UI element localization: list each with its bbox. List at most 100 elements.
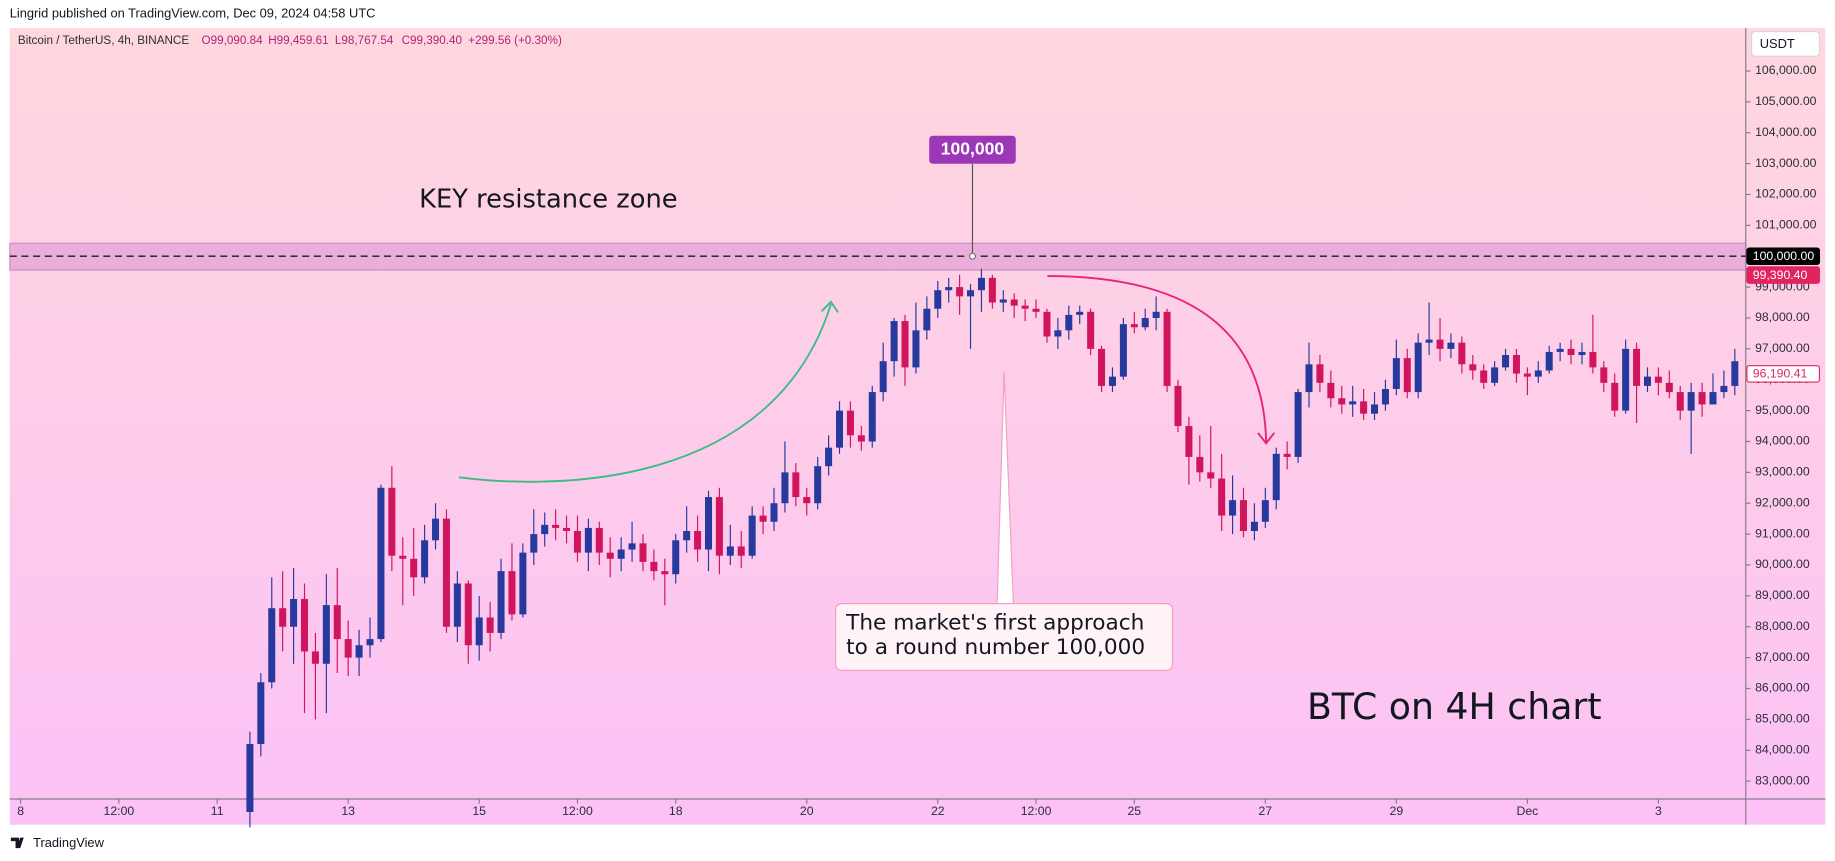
candle-body	[1250, 521, 1258, 532]
candle-body	[1119, 324, 1127, 377]
candle-body	[290, 598, 298, 627]
candle-body	[366, 639, 374, 646]
candle-body	[1371, 404, 1379, 414]
candle-body	[759, 515, 767, 522]
y-tick-label: 95,000.00	[1755, 403, 1810, 417]
candle-body	[322, 605, 330, 664]
y-tick-label: 88,000.00	[1755, 619, 1810, 633]
y-tick-label: 92,000.00	[1755, 495, 1810, 509]
ohlc-value: +299.56 (+0.30%)	[468, 34, 562, 47]
candle-body	[836, 410, 844, 448]
candle-body	[377, 487, 385, 640]
y-tick-label: 104,000.00	[1755, 125, 1817, 139]
candle-body	[857, 435, 865, 442]
candle-body	[1665, 382, 1673, 393]
candle-body	[1305, 364, 1313, 393]
candle-body	[1676, 392, 1684, 411]
candle-body	[1720, 385, 1728, 393]
candle-body	[410, 558, 418, 578]
ohlc-value: C99,390.40	[402, 34, 463, 47]
note-pointer	[996, 371, 1015, 605]
candle-body	[1021, 305, 1029, 309]
up-arrow-head	[820, 300, 839, 313]
candle-body	[1447, 342, 1455, 349]
y-tick-label: 89,000.00	[1755, 588, 1810, 602]
candle-body	[1087, 311, 1095, 349]
candle-body	[923, 308, 931, 331]
y-tick-label: 86,000.00	[1755, 681, 1810, 695]
candle-body	[792, 472, 800, 498]
candle-body	[879, 361, 887, 393]
candle-body	[257, 682, 265, 745]
candle-body	[300, 598, 309, 652]
price-tag	[1746, 247, 1821, 266]
candle-body	[355, 645, 363, 658]
publisher-line: Lingrid published on TradingView.com, De…	[10, 5, 376, 20]
candle-body	[1491, 367, 1499, 383]
x-tick-label: 13	[341, 804, 355, 818]
candle-body	[1010, 299, 1018, 306]
y-tick-label: 91,000.00	[1755, 526, 1810, 540]
candle-body	[1174, 385, 1182, 427]
candle-body	[683, 531, 691, 541]
candle-body	[1229, 500, 1237, 516]
candle-body	[999, 299, 1007, 303]
y-tick-label: 83,000.00	[1755, 773, 1810, 787]
candle-body	[748, 515, 756, 556]
x-tick-label: 20	[800, 804, 814, 818]
x-tick-label: 18	[669, 804, 683, 818]
candle-body	[1239, 500, 1248, 532]
y-tick-label: 103,000.00	[1755, 156, 1817, 170]
candle-body	[344, 639, 352, 658]
candle-body	[1687, 392, 1695, 411]
x-tick-label: 25	[1127, 804, 1141, 818]
y-tick-label: 98,000.00	[1755, 310, 1810, 324]
candle-body	[595, 527, 603, 553]
candle-body	[1338, 398, 1346, 405]
candle-body	[868, 392, 876, 442]
currency-box[interactable]	[1751, 31, 1821, 57]
up-arrow	[458, 303, 832, 483]
x-tick-label: 15	[472, 804, 486, 818]
y-tick-label: 102,000.00	[1755, 187, 1817, 201]
candle-body	[1349, 401, 1357, 405]
candle-body	[1458, 342, 1466, 365]
candle-body	[1633, 348, 1641, 386]
candle-body	[934, 290, 942, 309]
callout-anchor	[968, 252, 976, 260]
plot	[9, 163, 1747, 828]
candle-body	[268, 608, 276, 683]
candle-body	[715, 497, 723, 556]
candle-body	[988, 277, 996, 303]
candle-body	[519, 552, 527, 615]
ohlc-value: O99,090.84	[202, 34, 264, 47]
y-tick-label: 106,000.00	[1755, 63, 1817, 77]
candle-body	[584, 527, 592, 553]
y-tick-label: 84,000.00	[1755, 742, 1810, 756]
candle-body	[726, 546, 734, 556]
x-tick-label: 8	[17, 804, 24, 818]
candle-body	[956, 287, 964, 297]
candle-body	[442, 518, 450, 627]
candle-body	[1600, 367, 1608, 383]
y-tick-label: 87,000.00	[1755, 650, 1810, 664]
candle-body	[563, 527, 571, 532]
candle-body	[1556, 348, 1564, 352]
candle-body	[1043, 311, 1051, 337]
candle-body	[1152, 311, 1160, 318]
candle-body	[770, 503, 778, 522]
candle-body	[464, 583, 472, 646]
price-tag	[1746, 266, 1821, 284]
candle-body	[672, 540, 680, 575]
candle-body	[1130, 324, 1138, 328]
candle-body	[814, 466, 822, 504]
candle-body	[650, 561, 658, 572]
y-tick-label: 90,000.00	[1755, 557, 1810, 571]
candle-body	[530, 534, 538, 553]
x-tick-label: 27	[1259, 804, 1273, 818]
price-tag	[1746, 365, 1821, 383]
price-tag-label: 96,190.41	[1753, 367, 1808, 381]
candle-body	[1414, 342, 1422, 393]
candle-body	[333, 605, 341, 640]
